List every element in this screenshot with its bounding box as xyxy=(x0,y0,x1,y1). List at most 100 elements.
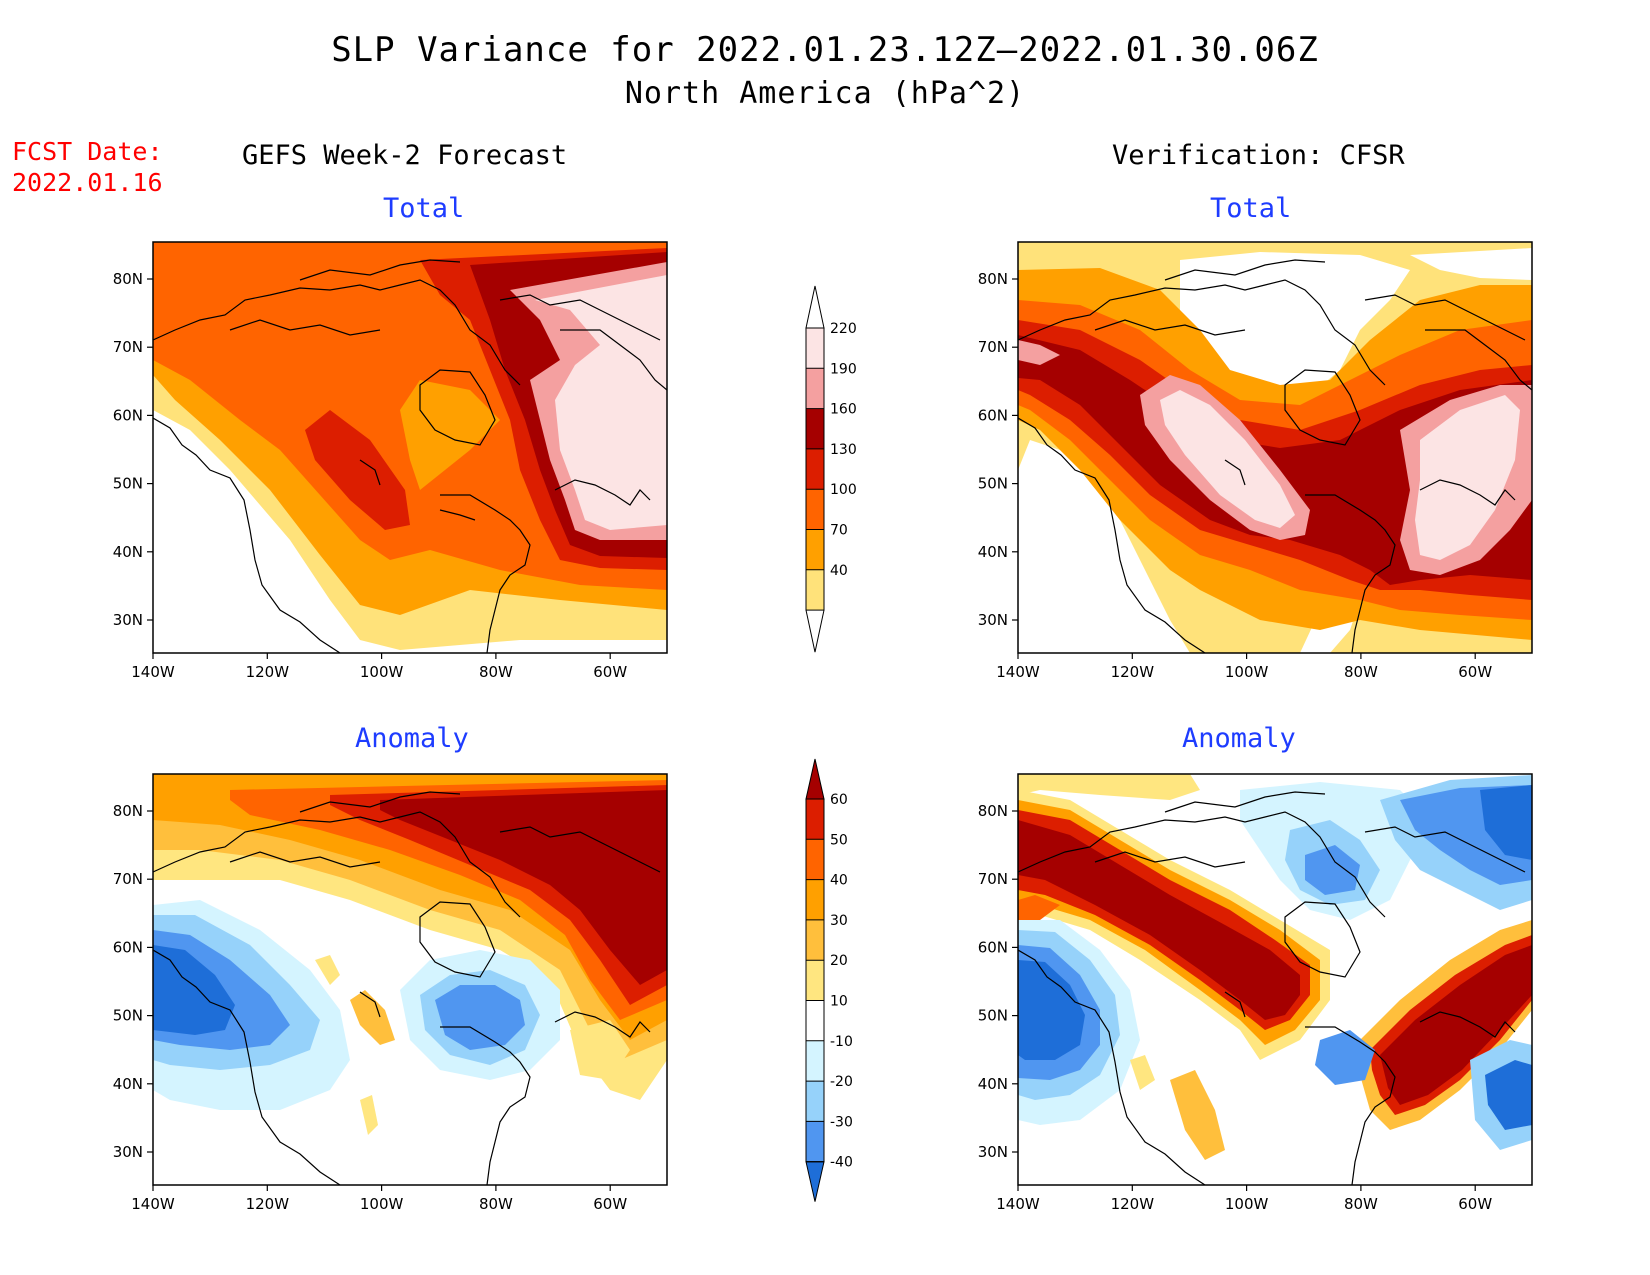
colorbar-anomaly-label: -20 xyxy=(830,1074,853,1090)
colorbar-anomaly-swatch xyxy=(806,1081,824,1122)
contour-190-west xyxy=(1018,340,1060,365)
lat-tick-label: 60N xyxy=(113,938,143,956)
figure-subtitle: North America (hPa^2) xyxy=(624,76,1026,111)
lon-tick-label: 100W xyxy=(1225,1195,1269,1213)
anom-neg-ohio xyxy=(1315,1030,1375,1085)
contour-220 xyxy=(535,275,667,530)
contour-130-plains xyxy=(305,410,410,530)
map-forecast-total xyxy=(153,242,667,653)
lon-tick-label: 60W xyxy=(593,663,627,681)
lat-tick-label: 30N xyxy=(113,611,143,629)
map-frame-verification-total xyxy=(1017,241,1533,654)
anom-pos10-arctic xyxy=(1018,774,1200,800)
anom-pos-atlantic xyxy=(570,1020,630,1080)
colorbar-total-swatch xyxy=(806,328,824,369)
colorbar-anomaly-label: 30 xyxy=(830,913,848,929)
lat-tick-label: 80N xyxy=(113,270,143,288)
map-frame-forecast-total xyxy=(152,241,668,654)
anom-neg30-east xyxy=(435,985,525,1050)
map-forecast-anomaly xyxy=(153,774,667,1185)
anom-neg40-west xyxy=(1018,960,1085,1060)
lon-tick-label: 120W xyxy=(1111,663,1155,681)
lat-tick-label: 60N xyxy=(978,406,1008,424)
anom-pos-small xyxy=(1130,1055,1155,1090)
colorbar-total-label: 160 xyxy=(830,402,857,418)
lat-tick-label: 70N xyxy=(113,870,143,888)
lon-tick-label: 60W xyxy=(1458,663,1492,681)
lat-tick-label: 80N xyxy=(113,802,143,820)
lat-tick-label: 70N xyxy=(978,338,1008,356)
contour-70-inner xyxy=(400,380,500,490)
colorbar-anomaly-label: -10 xyxy=(830,1034,853,1050)
colorbar-total-label: 190 xyxy=(830,361,857,377)
colorbar-total: 220 190 160 130 100 70 40 xyxy=(805,285,857,653)
lat-tick-label: 70N xyxy=(978,870,1008,888)
colorbar-anomaly-swatch xyxy=(806,1121,824,1162)
lat-tick-label: 60N xyxy=(113,406,143,424)
colorbar-anomaly-swatch xyxy=(806,919,824,961)
lon-tick-label: 140W xyxy=(996,663,1040,681)
anom-60-east xyxy=(1380,945,1532,1105)
colorbar-total-swatch xyxy=(806,368,824,409)
lon-tick-label: 80W xyxy=(479,1195,513,1213)
lon-tick-label: 120W xyxy=(246,663,290,681)
colorbar-anomaly-label: 20 xyxy=(830,953,848,969)
colorbar-anomaly-swatch xyxy=(806,839,824,880)
colorbar-anomaly-label: 60 xyxy=(830,792,848,808)
lat-tick-label: 50N xyxy=(978,1007,1008,1025)
colorbar-anomaly: 60 50 40 30 20 10 -10 -20 -30 -40 xyxy=(805,758,853,1202)
contour-220-center xyxy=(1160,390,1295,528)
contour-below-40-arctic xyxy=(1180,252,1410,400)
anom-pos-south xyxy=(360,1095,378,1135)
lon-tick-label: 60W xyxy=(593,1195,627,1213)
coastlines xyxy=(1018,791,1526,1185)
lat-tick-label: 70N xyxy=(113,338,143,356)
colorbar-anomaly-swatch xyxy=(806,1000,824,1041)
lon-tick-label: 80W xyxy=(1344,663,1378,681)
anom-pos-southwest xyxy=(1170,1070,1225,1160)
colorbar-anomaly-lower-extension xyxy=(805,1161,825,1202)
colorbar-total-swatch xyxy=(806,529,824,570)
map-verification-anomaly xyxy=(1018,774,1532,1185)
coastlines xyxy=(153,259,667,653)
lon-tick-label: 80W xyxy=(1344,1195,1378,1213)
figure-title: SLP Variance for 2022.01.23.12Z–2022.01.… xyxy=(331,30,1319,70)
colorbar-anomaly-label: 40 xyxy=(830,873,848,889)
anom-pos-plains xyxy=(350,990,395,1045)
lat-tick-label: 30N xyxy=(978,611,1008,629)
anom-40-west xyxy=(1018,895,1060,920)
lat-tick-label: 50N xyxy=(113,1007,143,1025)
anom-neg30-arctic xyxy=(1305,845,1360,895)
fcst-date-value: 2022.01.16 xyxy=(12,168,163,197)
colorbar-total-frame xyxy=(805,327,825,611)
coastlines xyxy=(1018,259,1532,653)
colorbar-anomaly-upper-extension xyxy=(805,758,825,800)
colorbar-anomaly-label: -30 xyxy=(830,1114,853,1130)
panel-title-verification-anomaly: Anomaly xyxy=(1182,723,1296,754)
lon-tick-label: 100W xyxy=(1225,663,1269,681)
lat-tick-label: 50N xyxy=(978,475,1008,493)
lon-tick-label: 120W xyxy=(246,1195,290,1213)
colorbar-total-label: 220 xyxy=(830,321,857,337)
lat-tick-label: 80N xyxy=(978,802,1008,820)
colorbar-total-swatch xyxy=(806,569,824,611)
coastlines xyxy=(153,791,661,1185)
lon-tick-label: 140W xyxy=(131,1195,175,1213)
lat-tick-label: 60N xyxy=(978,938,1008,956)
lat-tick-label: 40N xyxy=(978,543,1008,561)
lon-tick-label: 140W xyxy=(996,1195,1040,1213)
lat-tick-label: 80N xyxy=(978,270,1008,288)
lon-tick-label: 100W xyxy=(360,663,404,681)
contour-220-east xyxy=(1415,395,1520,560)
panel-title-forecast-anomaly: Anomaly xyxy=(355,723,469,754)
colorbar-total-label: 40 xyxy=(830,563,848,579)
colorbar-total-swatch xyxy=(806,408,824,449)
anom-neg40-west xyxy=(153,945,235,1035)
map-verification-total xyxy=(1018,242,1532,653)
anom-60 xyxy=(380,790,667,985)
lat-tick-label: 40N xyxy=(978,1075,1008,1093)
colorbar-anomaly-swatch xyxy=(806,1040,824,1082)
colorbar-anomaly-swatch xyxy=(806,960,824,1001)
anom-60-band xyxy=(1018,820,1300,1020)
